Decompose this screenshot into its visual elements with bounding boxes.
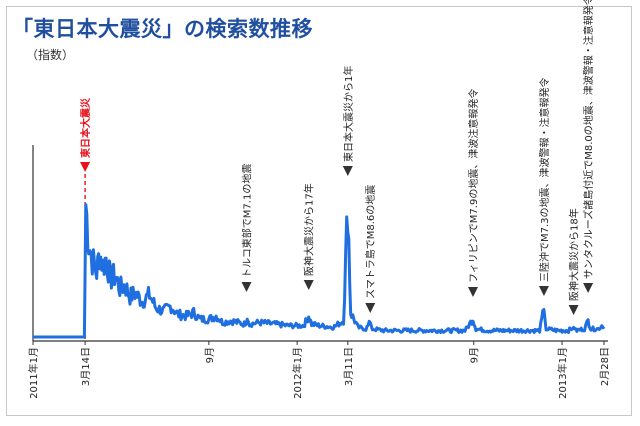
quake-event-label: 東日本大震災	[79, 97, 92, 158]
event-arrow-icon	[468, 287, 479, 297]
x-tick-label: 3月14日	[80, 347, 92, 386]
x-tick-label: 2月28日	[599, 347, 611, 386]
x-tick-label: 9月	[469, 347, 481, 363]
event-arrow-icon	[583, 283, 594, 293]
y-axis-unit-label: （指数）	[26, 48, 75, 62]
event-arrow-icon	[342, 166, 353, 176]
x-tick-label: 3月11日	[343, 347, 355, 386]
x-tick-label: 2012年1月	[291, 347, 304, 399]
event-label: トルコ東部でM7.1の地震	[240, 164, 253, 278]
series-line	[32, 203, 606, 339]
plot-area	[32, 145, 608, 342]
event-label: 三陸沖でM7.3の地震、津波警報・注意報発令	[538, 77, 551, 282]
event-arrow-icon	[538, 286, 549, 296]
x-tick-label: 9月	[204, 347, 216, 363]
event-arrow-icon	[80, 162, 91, 172]
event-label: サンタクルーズ諸島付近でM8.0の地震、津波警報・注意報発令	[582, 0, 595, 279]
event-label: フィリピンでM7.9の地震、津波注意報発令	[467, 89, 480, 283]
event-label: 阪神大震災から17年	[303, 183, 316, 276]
event-arrow-icon	[241, 282, 252, 292]
chart-title: 「東日本大震災」の検索数推移	[12, 17, 313, 41]
event-arrow-icon	[303, 280, 314, 290]
event-arrow-icon	[365, 303, 376, 313]
event-arrow-icon	[568, 305, 579, 315]
event-label: 阪神大震災から18年	[568, 208, 581, 301]
x-axis-ticks: 2011年1月 3月14日 9月 2012年1月 3月11日 9月 2013年1月 2月28日	[27, 341, 611, 399]
figure-frame	[6, 6, 632, 416]
x-tick-label: 2011年1月	[27, 347, 40, 399]
event-label: スマトラ島でM8.6の地震	[364, 185, 377, 299]
event-label: 東日本大震災から1年	[342, 66, 355, 162]
x-tick-label: 2013年1月	[556, 347, 569, 399]
